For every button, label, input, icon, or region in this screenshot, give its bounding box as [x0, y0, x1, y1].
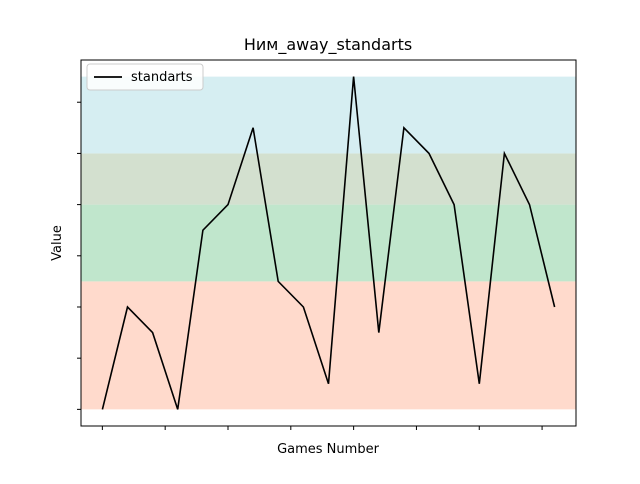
legend: standarts: [86, 63, 204, 91]
plot-area-frame: [80, 59, 577, 427]
series-line: [101, 76, 556, 410]
background-band: [81, 281, 576, 410]
legend-box: [86, 63, 204, 91]
legend-label: standarts: [131, 70, 193, 85]
chart-title: Ним_away_standarts: [244, 35, 412, 55]
background-band: [81, 153, 576, 205]
series-lines: [101, 76, 556, 410]
axis-ticks: [77, 101, 543, 430]
x-axis-label: Games Number: [277, 442, 379, 457]
background-bands: [81, 76, 576, 410]
background-band: [81, 204, 576, 282]
y-axis-label: Value: [50, 225, 65, 261]
